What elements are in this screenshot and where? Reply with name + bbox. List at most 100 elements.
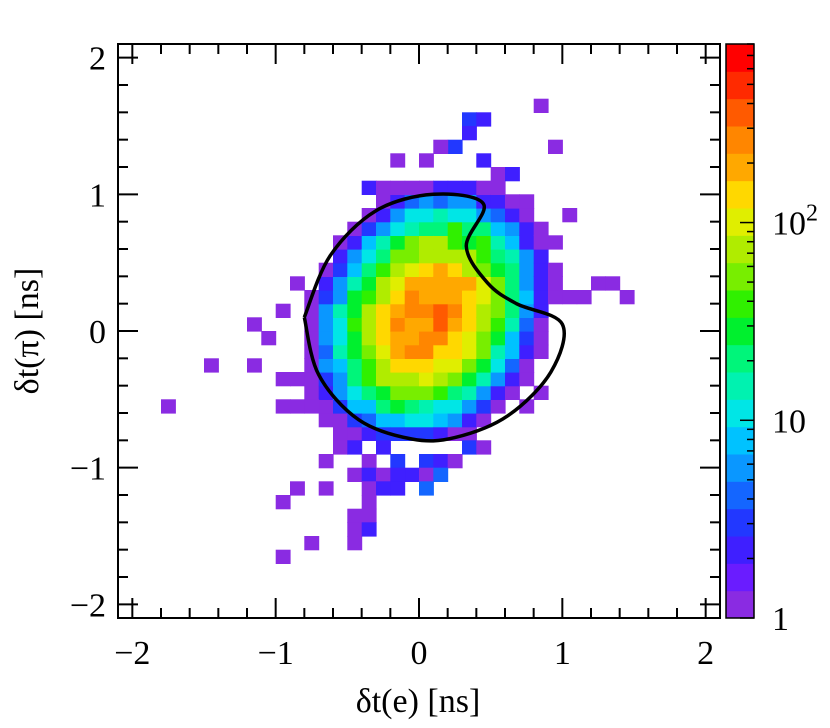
colorbar-segment <box>726 563 754 592</box>
heatmap-bin <box>548 139 563 154</box>
colorbar-labels: 1 10 102 <box>772 201 818 638</box>
heatmap-bin <box>404 358 420 373</box>
heatmap-bin <box>447 344 463 359</box>
heatmap-bin <box>419 331 434 346</box>
heatmap-bin <box>390 276 406 291</box>
heatmap-bin <box>462 399 477 414</box>
heatmap-bin <box>361 317 377 332</box>
heatmap-bin <box>333 344 348 359</box>
heatmap-bin <box>347 249 363 264</box>
colorbar-segment <box>726 536 754 564</box>
heatmap-bin <box>390 221 406 236</box>
heatmap-bin <box>390 317 406 332</box>
heatmap-bin <box>490 249 506 264</box>
heatmap-bin <box>433 399 449 414</box>
heatmap-bin <box>447 290 463 305</box>
cut-contour <box>302 192 566 443</box>
heatmap-bin <box>290 372 305 387</box>
heatmap-bin <box>390 331 406 346</box>
heatmap-bin <box>447 317 463 332</box>
heatmap-bin <box>490 262 506 277</box>
heatmap-bin <box>376 317 391 332</box>
heatmap-bin <box>505 344 520 359</box>
y-axis-label: δt(π) [ns] <box>9 268 46 395</box>
colorbar-segment <box>726 153 754 182</box>
heatmap-bin <box>447 262 463 277</box>
heatmap-bin <box>433 317 449 332</box>
heatmap-bin <box>304 372 320 387</box>
heatmap-bin <box>447 303 463 318</box>
heatmap-bin <box>404 276 420 291</box>
heatmap-bin <box>433 290 449 305</box>
heatmap-bin <box>447 276 463 291</box>
heatmap-bin <box>476 290 492 305</box>
heatmap-bin <box>361 180 377 195</box>
heatmap-bin <box>490 180 506 195</box>
heatmap-bin <box>490 358 506 373</box>
heatmap-bin <box>490 221 506 236</box>
colorbar-label: 1 <box>772 601 789 638</box>
heatmap-bin <box>275 399 291 414</box>
heatmap-bin <box>433 235 449 250</box>
heatmap-bin <box>433 372 449 387</box>
heatmap-bin <box>462 358 477 373</box>
heatmap-bin <box>361 426 377 441</box>
heatmap-bin <box>419 290 434 305</box>
heatmap-bin <box>519 221 535 236</box>
heatmap-bin <box>447 372 463 387</box>
heatmap-bin <box>404 208 420 223</box>
heatmap-bin <box>404 235 420 250</box>
heatmap-bin <box>433 139 449 154</box>
heatmap-bin <box>447 194 463 209</box>
heatmap-bin <box>404 180 420 195</box>
heatmap-bin <box>447 221 463 236</box>
heatmap-bin <box>490 167 506 182</box>
heatmap-bin <box>390 399 406 414</box>
heatmap-bin <box>347 440 363 455</box>
heatmap-bin <box>447 235 463 250</box>
heatmap-bin <box>390 467 406 482</box>
heatmap-bin <box>419 467 434 482</box>
heatmap-bin <box>390 249 406 264</box>
heatmap-bin <box>548 276 563 291</box>
heatmap-bin <box>290 481 305 496</box>
heatmap-bin <box>433 467 449 482</box>
x-tick-label: −2 <box>114 635 150 672</box>
heatmap-bin <box>404 262 420 277</box>
heatmap-bin <box>333 249 348 264</box>
heatmap-bin <box>347 262 363 277</box>
colorbar-segment <box>726 290 754 318</box>
heatmap-bin <box>476 344 492 359</box>
heatmap-bin <box>519 235 535 250</box>
heatmap-bin <box>419 153 434 168</box>
heatmap-bin <box>376 413 391 428</box>
heatmap-bin <box>519 249 535 264</box>
heatmap-bin <box>376 208 391 223</box>
colorbar-label: 102 <box>772 201 818 243</box>
heatmap-bin <box>519 344 535 359</box>
heatmap-bin <box>562 290 578 305</box>
heatmap-bin <box>333 385 348 400</box>
heatmap-bin <box>533 290 549 305</box>
heatmap-bin <box>333 440 348 455</box>
heatmap-bin <box>447 331 463 346</box>
heatmap-bin <box>519 262 535 277</box>
x-tick-labels: −2 −1 0 1 2 <box>114 635 714 672</box>
axis-ticks <box>118 44 720 618</box>
heatmap-bin <box>361 495 377 510</box>
colorbar-segment <box>726 262 754 291</box>
heatmap-bin <box>433 208 449 223</box>
heatmap-bin <box>390 358 406 373</box>
heatmap-bin <box>318 317 334 332</box>
heatmap-bin <box>519 317 535 332</box>
colorbar-segment <box>726 372 754 400</box>
heatmap-bin <box>447 180 463 195</box>
heatmap-bin <box>476 385 492 400</box>
heatmap-bin <box>519 208 535 223</box>
heatmap-bin <box>347 426 363 441</box>
heatmap-bin <box>433 262 449 277</box>
heatmap-bin <box>247 358 262 373</box>
y-tick-label: 0 <box>89 314 106 351</box>
heatmap-bin <box>404 467 420 482</box>
